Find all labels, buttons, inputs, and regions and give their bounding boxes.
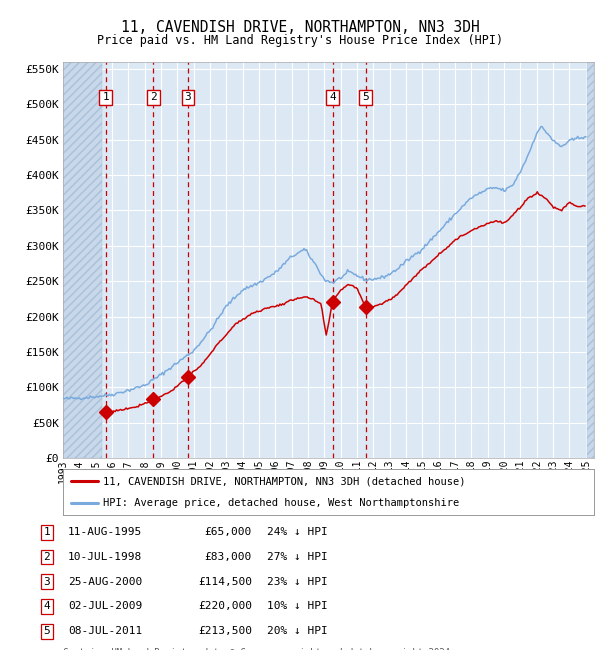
Text: 24% ↓ HPI: 24% ↓ HPI — [267, 527, 328, 538]
Text: 25-AUG-2000: 25-AUG-2000 — [68, 577, 142, 587]
Text: 5: 5 — [43, 626, 50, 636]
Text: 3: 3 — [43, 577, 50, 587]
Text: 08-JUL-2011: 08-JUL-2011 — [68, 626, 142, 636]
Text: 11, CAVENDISH DRIVE, NORTHAMPTON, NN3 3DH: 11, CAVENDISH DRIVE, NORTHAMPTON, NN3 3D… — [121, 20, 479, 34]
Text: 5: 5 — [362, 92, 369, 103]
Text: 4: 4 — [329, 92, 336, 103]
Text: 11-AUG-1995: 11-AUG-1995 — [68, 527, 142, 538]
Text: £220,000: £220,000 — [198, 601, 252, 612]
Text: 02-JUL-2009: 02-JUL-2009 — [68, 601, 142, 612]
Text: 1: 1 — [43, 527, 50, 538]
Bar — [63, 62, 102, 458]
Text: Contains HM Land Registry data © Crown copyright and database right 2024.: Contains HM Land Registry data © Crown c… — [63, 649, 455, 650]
Text: £114,500: £114,500 — [198, 577, 252, 587]
Text: 2: 2 — [150, 92, 157, 103]
Text: 11, CAVENDISH DRIVE, NORTHAMPTON, NN3 3DH (detached house): 11, CAVENDISH DRIVE, NORTHAMPTON, NN3 3D… — [103, 476, 466, 486]
Text: 2: 2 — [43, 552, 50, 562]
Text: Price paid vs. HM Land Registry's House Price Index (HPI): Price paid vs. HM Land Registry's House … — [97, 34, 503, 47]
Text: 4: 4 — [43, 601, 50, 612]
Text: 27% ↓ HPI: 27% ↓ HPI — [267, 552, 328, 562]
Text: £65,000: £65,000 — [205, 527, 252, 538]
Text: 23% ↓ HPI: 23% ↓ HPI — [267, 577, 328, 587]
Text: 20% ↓ HPI: 20% ↓ HPI — [267, 626, 328, 636]
Text: 10% ↓ HPI: 10% ↓ HPI — [267, 601, 328, 612]
Text: 1: 1 — [102, 92, 109, 103]
Text: HPI: Average price, detached house, West Northamptonshire: HPI: Average price, detached house, West… — [103, 498, 459, 508]
Bar — [587, 62, 594, 458]
Text: £83,000: £83,000 — [205, 552, 252, 562]
Text: 10-JUL-1998: 10-JUL-1998 — [68, 552, 142, 562]
Text: 3: 3 — [185, 92, 191, 103]
Text: £213,500: £213,500 — [198, 626, 252, 636]
